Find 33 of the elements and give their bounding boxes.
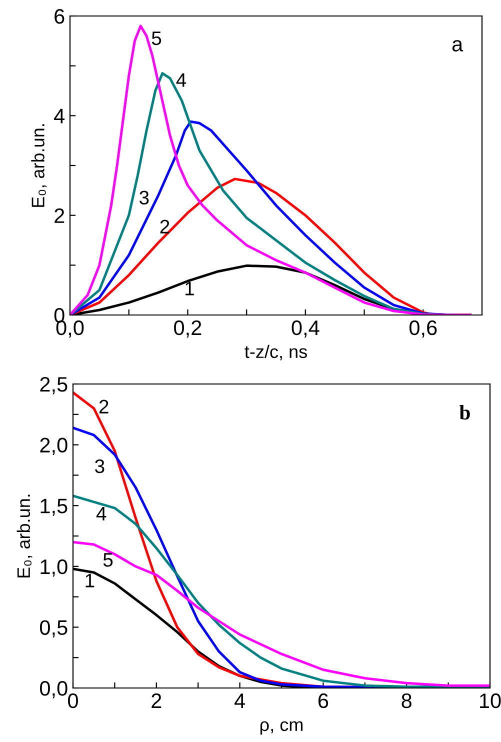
annotation: 4 (176, 73, 186, 87)
x-tick-label: 0,4 (292, 320, 320, 338)
y-axis-title: E₀, arb.un. (31, 124, 47, 207)
y-tick-label: 6 (54, 9, 64, 24)
x-axis-title: t-z/c, ns (244, 344, 307, 360)
annotation: 4 (96, 506, 106, 520)
y-tick-label: 2,0 (40, 438, 68, 456)
annotation: b (459, 404, 470, 420)
annotation: 1 (186, 282, 194, 296)
y-tick-label: 2 (54, 208, 64, 223)
x-tick-label: 6 (318, 693, 328, 708)
x-tick-label: 8 (402, 693, 412, 708)
annotation: 3 (95, 459, 104, 474)
x-tick-label: 10 (480, 693, 501, 708)
x-tick-label: 0 (68, 693, 78, 708)
y-tick-label: 0,5 (40, 620, 68, 638)
x-tick-label: 0,6 (409, 320, 437, 338)
x-tick-label: 0,2 (174, 320, 202, 338)
x-axis-title: ρ, cm (260, 721, 302, 735)
x-tick-label: 4 (234, 694, 245, 708)
y-tick-label: 1,5 (40, 498, 68, 516)
annotation: 2 (160, 220, 170, 234)
annotation: 2 (99, 400, 108, 414)
y-tick-label: 2,5 (40, 377, 68, 394)
annotation: 5 (152, 32, 162, 46)
y-tick-label: 1,0 (40, 559, 68, 577)
annotation: 3 (139, 190, 149, 205)
annotation: 5 (103, 553, 113, 567)
x-tick-label: 2 (152, 693, 162, 708)
annotation: 1 (86, 574, 94, 588)
y-axis-title: E₀, arb.un. (16, 494, 32, 578)
annotation: a (452, 40, 464, 52)
y-tick-label: 4 (54, 108, 65, 124)
